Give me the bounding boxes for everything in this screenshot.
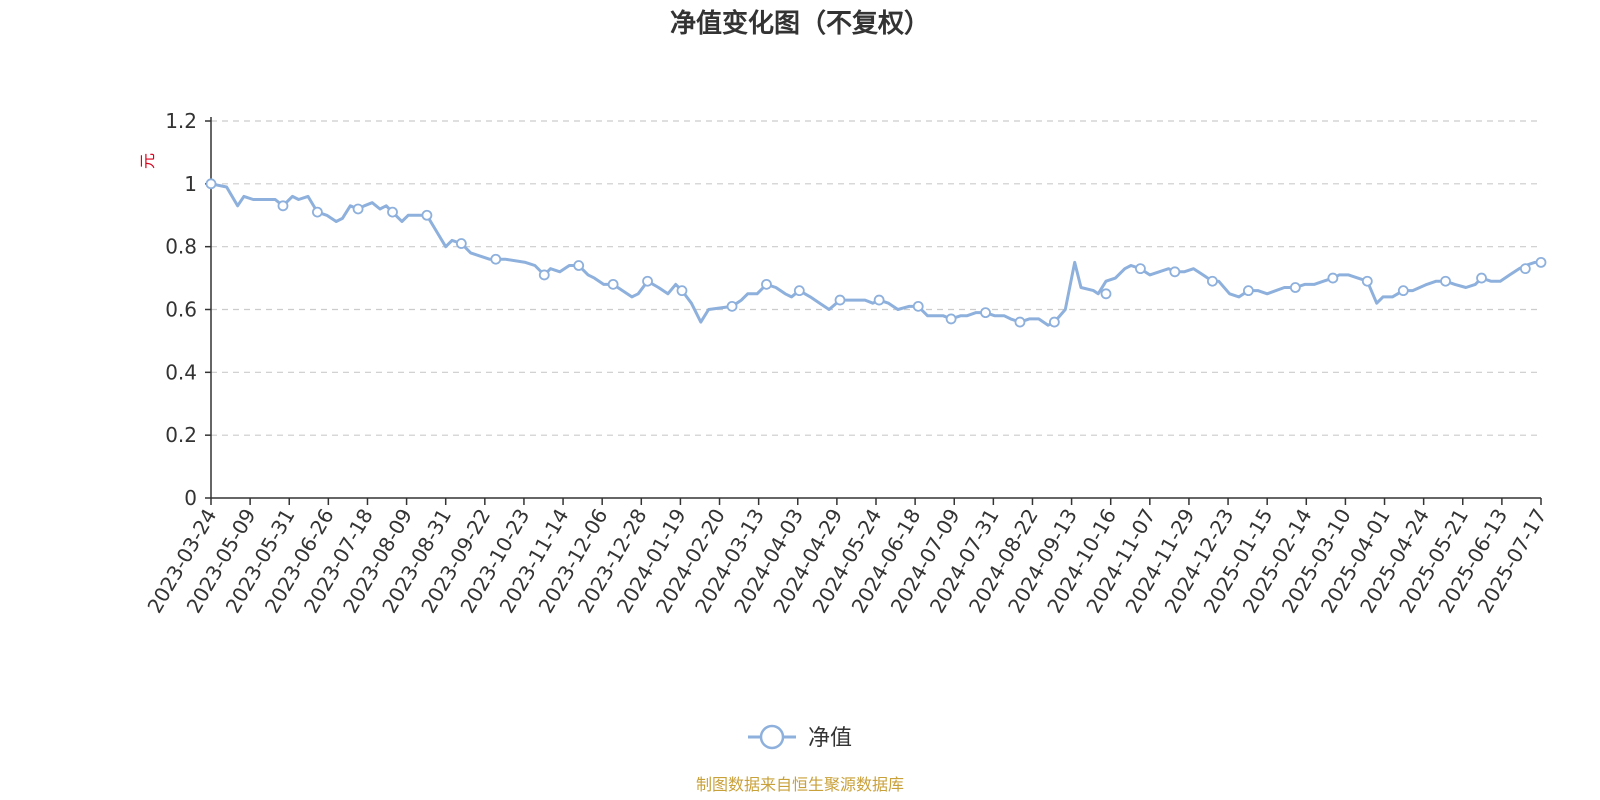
data-point-marker[interactable] [1169,266,1181,278]
data-point-marker[interactable] [1243,285,1254,297]
data-point-marker[interactable] [573,260,585,271]
data-point-marker[interactable] [1361,275,1373,287]
data-point-marker[interactable] [1289,282,1301,293]
data-point-marker[interactable] [421,209,433,221]
data-point-marker[interactable] [490,253,502,265]
y-tick-label: 0 [184,486,197,510]
data-point-marker[interactable] [607,278,619,290]
y-tick-label: 0.2 [165,423,197,447]
data-source-note: 制图数据来自恒生聚源数据库 [696,775,904,794]
y-tick-label: 0.6 [165,298,197,322]
data-point-marker[interactable] [1535,256,1547,268]
data-point-marker[interactable] [1327,272,1339,284]
data-point-marker[interactable] [1440,275,1451,287]
legend-circle-icon [759,724,785,750]
data-point-marker[interactable] [1014,316,1026,328]
data-point-marker[interactable] [1476,272,1487,284]
y-tick-label: 0.8 [165,235,197,259]
data-point-marker[interactable] [455,238,467,249]
data-point-marker[interactable] [1519,263,1531,275]
data-point-marker[interactable] [642,275,653,287]
data-point-marker[interactable] [793,285,805,297]
chart-title: 净值变化图（不复权） [670,8,930,39]
y-tick-labels: 0 0.2 0.4 0.6 0.8 1 1.2 [165,109,211,510]
data-point-marker[interactable] [1397,285,1409,297]
data-point-marker[interactable] [834,294,846,306]
y-tick-label: 1 [184,172,197,196]
data-point-marker[interactable] [912,300,924,312]
axes [210,117,1541,499]
data-point-marker[interactable] [1135,263,1146,275]
data-point-marker[interactable] [945,313,957,325]
data-point-marker[interactable] [538,269,550,281]
legend[interactable]: 净值 [748,724,852,751]
legend-label: 净值 [808,726,852,751]
data-point-marker[interactable] [1048,316,1060,328]
data-point-marker[interactable] [205,178,217,190]
y-tick-label: 0.4 [165,360,197,384]
y-axis-unit: 元 [138,153,157,169]
data-point-marker[interactable] [873,294,885,306]
data-point-marker[interactable] [352,203,364,215]
y-tick-label: 1.2 [165,109,197,133]
data-point-marker[interactable] [277,200,289,212]
data-point-marker[interactable] [726,300,738,312]
data-point-marker[interactable] [980,307,991,319]
data-point-marker[interactable] [387,206,398,218]
x-tick-labels: 2023-03-242023-05-092023-05-312023-06-26… [142,498,1551,617]
data-point-marker[interactable] [311,206,323,218]
data-point-marker[interactable] [1207,275,1218,287]
series-markers[interactable] [205,178,1547,328]
data-point-marker[interactable] [676,285,688,297]
data-point-marker[interactable] [1100,288,1112,300]
data-point-marker[interactable] [761,278,772,290]
grid-lines [211,120,1541,436]
